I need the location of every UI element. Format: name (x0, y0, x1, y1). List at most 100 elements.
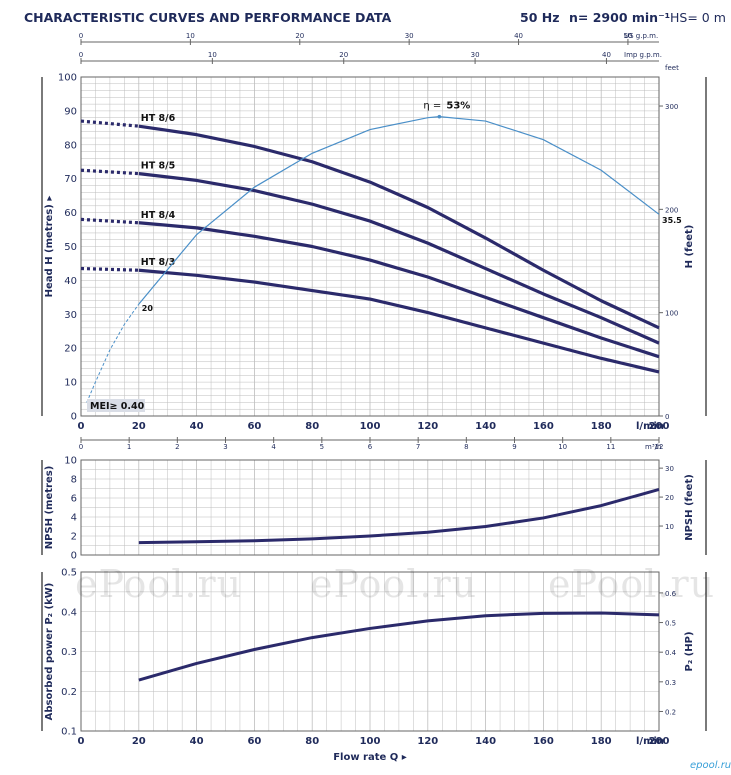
x2-tick-label: 0 (79, 443, 83, 451)
top-tick-label: 20 (295, 32, 304, 40)
y-axis-label: NPSH (metres) (44, 466, 55, 550)
y-tick-label: 6 (71, 494, 77, 505)
mei-badge-bg (87, 399, 145, 412)
x-tick-label: 140 (475, 421, 496, 432)
y-tick-label: 0.4 (61, 607, 77, 618)
x-tick-label: 80 (305, 736, 319, 747)
head-curve-dashed (80, 119, 139, 128)
plot-frame (80, 76, 660, 417)
y-tick-label: 70 (64, 174, 77, 185)
x-unit-label: l/min (636, 736, 664, 747)
x-tick-label: 180 (591, 736, 612, 747)
npsh-curve (138, 488, 660, 545)
x2-tick-label: 4 (271, 443, 276, 451)
top-tick-label: 10 (208, 51, 217, 59)
efficiency-curve (138, 116, 660, 305)
x-tick-label: 0 (78, 736, 85, 747)
x-unit-label: l/min (636, 421, 664, 432)
y2-tick-label: 300 (665, 103, 678, 111)
head-curve (138, 172, 660, 345)
head-curve-dashed (80, 266, 139, 272)
x2-tick-label: 5 (320, 443, 324, 451)
y-tick-label: 10 (64, 378, 77, 389)
x2-tick-label: 6 (368, 443, 373, 451)
top-tick-label: 0 (79, 51, 83, 59)
y2-tick-label: 0.3 (665, 679, 676, 687)
x2-tick-label: 10 (558, 443, 567, 451)
series-label: HT 8/3 (141, 257, 175, 268)
y2-tick-label: 100 (665, 310, 678, 318)
x-tick-label: 140 (475, 736, 496, 747)
x-tick-label: 20 (132, 736, 146, 747)
efficiency-start-label: 20 (142, 304, 154, 313)
y-tick-label: 50 (64, 242, 77, 253)
plot-frame (80, 571, 660, 732)
x2-tick-label: 2 (175, 443, 179, 451)
frequency-label: 50 Hz (520, 10, 560, 25)
watermark: ePool.ru (75, 562, 243, 606)
top-tick-label: 30 (405, 32, 414, 40)
x2-tick-label: 12 (655, 443, 664, 451)
watermark: ePool.ru (310, 562, 478, 606)
y2-tick-label: 0.2 (665, 708, 676, 716)
x-tick-label: 60 (247, 421, 261, 432)
y-tick-label: 2 (71, 532, 77, 543)
top-tick-label: 10 (186, 32, 195, 40)
x2-tick-label: 1 (127, 443, 131, 451)
y-tick-label: 20 (64, 344, 77, 355)
y2-tick-label: 0.6 (665, 590, 677, 598)
y-tick-label: 0 (71, 412, 77, 423)
y-tick-label: 0.2 (61, 687, 77, 698)
y-axis-label: Head H (metres) ▸ (44, 196, 55, 298)
y-tick-label: 30 (64, 310, 77, 321)
y2-tick-label: 30 (665, 465, 674, 473)
x-tick-label: 40 (190, 736, 204, 747)
x2-unit-label: m³/h (645, 443, 661, 451)
top-tick-label: 30 (471, 51, 480, 59)
x-tick-label: 100 (360, 421, 381, 432)
top-tick-label: 0 (79, 32, 83, 40)
top-tick-label: 50 (623, 32, 632, 40)
top-unit-label: Imp g.p.m. (624, 51, 662, 59)
head-curve-dashed (80, 168, 139, 176)
y-axis-label: Absorbed power P₂ (kW) (44, 583, 55, 721)
x-tick-label: 160 (533, 421, 554, 432)
mei-label: MEI≥ 0.40 (90, 401, 145, 412)
y2-axis-label: P₂ (HP) (684, 631, 695, 671)
x2-tick-label: 9 (512, 443, 516, 451)
y-tick-label: 0 (71, 551, 77, 562)
x-tick-label: 0 (78, 421, 85, 432)
chart-title: CHARACTERISTIC CURVES AND PERFORMANCE DA… (24, 10, 392, 25)
x-tick-label: 120 (417, 421, 438, 432)
efficiency-curve-dashed (86, 303, 140, 403)
x2-tick-label: 7 (416, 443, 420, 451)
x-axis-label: Flow rate Q ▸ (333, 752, 407, 763)
site-logo: epool.ru (690, 760, 731, 771)
x-tick-label: 180 (591, 421, 612, 432)
y2-tick-label: 0 (665, 413, 669, 421)
y2-axis-label: NPSH (feet) (684, 474, 695, 541)
x-tick-label: 20 (132, 421, 146, 432)
y-tick-label: 0.5 (61, 568, 77, 579)
x2-tick-label: 11 (606, 443, 615, 451)
x-tick-label: 100 (360, 736, 381, 747)
y2-unit-label: feet (665, 64, 679, 72)
y2-tick-label: 10 (665, 523, 674, 531)
y-tick-label: 0.1 (61, 727, 77, 738)
x2-tick-label: 3 (223, 443, 227, 451)
x-tick-label: 160 (533, 736, 554, 747)
x-tick-label: 200 (649, 421, 670, 432)
head-curve (138, 221, 660, 359)
y2-tick-label: 20 (665, 494, 674, 502)
power-curve (138, 611, 660, 682)
x-tick-label: 80 (305, 421, 319, 432)
y2-tick-label: 0.5 (665, 620, 676, 628)
x-tick-label: 120 (417, 736, 438, 747)
y-tick-label: 90 (64, 106, 77, 117)
top-tick-label: 20 (339, 51, 348, 59)
plot-frame (80, 459, 660, 556)
x-tick-label: 200 (649, 736, 670, 747)
y-tick-label: 8 (71, 475, 77, 486)
head-curve (138, 124, 660, 330)
